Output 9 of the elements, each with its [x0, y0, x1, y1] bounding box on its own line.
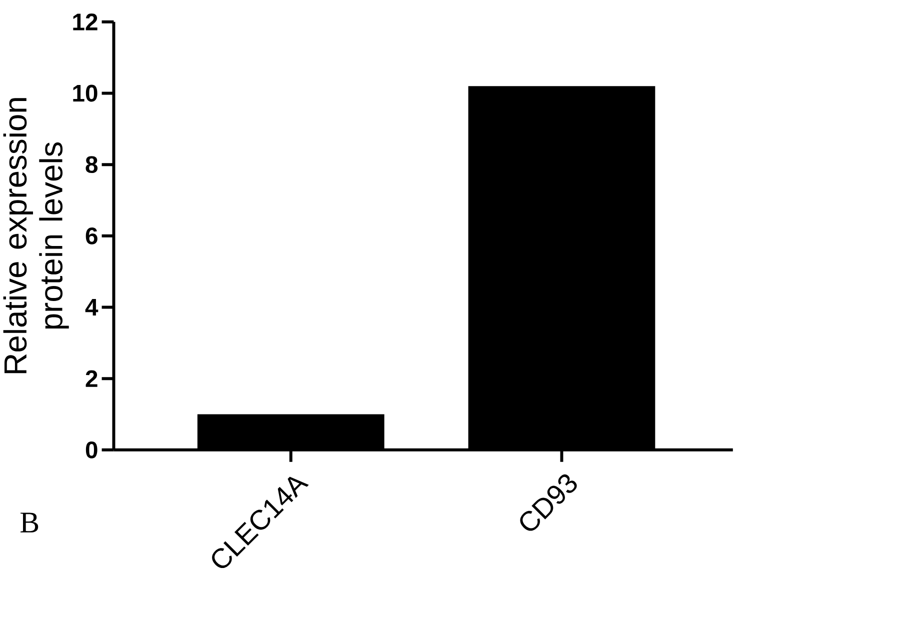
y-tick-label: 8 — [86, 156, 98, 173]
y-axis-title: Relative expression protein levels — [3, 98, 69, 374]
y-tick-label: 6 — [86, 227, 98, 244]
y-tick-label: 2 — [86, 370, 98, 387]
y-tick-label: 4 — [85, 298, 98, 316]
y-tick-label: 0 — [86, 441, 98, 458]
y-tick-label: 12 — [73, 14, 98, 30]
y-tick-label: 10 — [73, 84, 98, 102]
text: B — [20, 512, 38, 532]
